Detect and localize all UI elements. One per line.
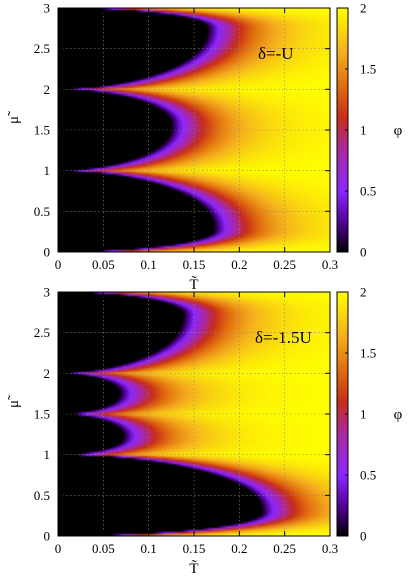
y-tick-label: 0 xyxy=(44,245,51,260)
x-tick-label: 0.15 xyxy=(183,257,206,272)
colorbar-tick-label: 1.5 xyxy=(360,346,376,361)
colorbar-gradient xyxy=(337,292,348,536)
y-tick-label: 1.5 xyxy=(34,407,50,422)
heatmap-panel-2 xyxy=(57,291,331,537)
x-tick-label: 0.1 xyxy=(141,257,157,272)
x-axis-label: T̃ xyxy=(189,560,198,577)
y-tick-label: 1.5 xyxy=(34,123,50,138)
y-tick-label: 3 xyxy=(44,285,51,300)
panel-annotation: δ=-1.5U xyxy=(255,328,312,347)
x-tick-label: 0.2 xyxy=(231,257,247,272)
colorbar-label: φ xyxy=(394,123,403,139)
x-axis-label: T̃ xyxy=(189,276,198,293)
colorbar-tick-label: 2 xyxy=(360,285,367,300)
y-tick-label: 0 xyxy=(44,529,51,544)
colorbar-tick-label: 0.5 xyxy=(360,468,376,483)
x-tick-label: 0.25 xyxy=(273,541,296,556)
colorbar-tick-label: 0 xyxy=(360,245,367,260)
y-axis-label: μ̃ xyxy=(6,111,22,124)
y-tick-label: 2 xyxy=(44,82,51,97)
heatmap-panel-1 xyxy=(57,7,331,253)
y-tick-label: 2.5 xyxy=(34,325,50,340)
colorbar-tick-label: 0 xyxy=(360,529,367,544)
x-tick-label: 0.1 xyxy=(141,541,157,556)
x-tick-label: 0 xyxy=(55,257,62,272)
x-tick-label: 0.05 xyxy=(92,541,115,556)
colorbar-tick-label: 0.5 xyxy=(360,184,376,199)
y-tick-label: 2.5 xyxy=(34,41,50,56)
x-tick-label: 0.05 xyxy=(92,257,115,272)
colorbar-tick-label: 1 xyxy=(360,123,367,138)
colorbar-tick-label: 1 xyxy=(360,407,367,422)
y-axis-label: μ̃ xyxy=(6,395,22,408)
x-tick-label: 0.3 xyxy=(322,541,338,556)
colorbar-tick-label: 1.5 xyxy=(360,62,376,77)
colorbar-gradient xyxy=(337,8,348,252)
x-tick-label: 0.3 xyxy=(322,257,338,272)
colorbar xyxy=(336,291,349,537)
y-tick-label: 0.5 xyxy=(34,488,50,503)
y-tick-label: 3 xyxy=(44,1,51,16)
panel-annotation: δ=-U xyxy=(258,44,294,63)
y-tick-label: 1 xyxy=(44,447,51,462)
y-tick-label: 2 xyxy=(44,366,51,381)
colorbar xyxy=(336,7,349,253)
colorbar-label: φ xyxy=(394,407,403,423)
x-tick-label: 0.15 xyxy=(183,541,206,556)
x-tick-label: 0 xyxy=(55,541,62,556)
x-tick-label: 0.25 xyxy=(273,257,296,272)
y-tick-label: 1 xyxy=(44,163,51,178)
y-tick-label: 0.5 xyxy=(34,204,50,219)
x-tick-label: 0.2 xyxy=(231,541,247,556)
colorbar-tick-label: 2 xyxy=(360,1,367,16)
